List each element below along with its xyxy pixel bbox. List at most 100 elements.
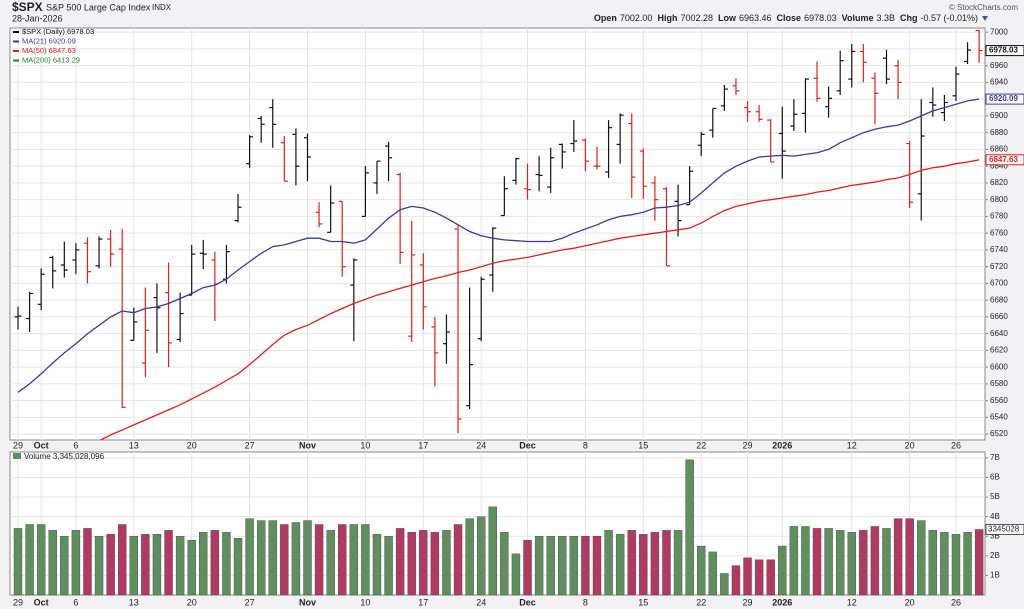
y-tick-label: 5B: [990, 492, 1000, 501]
quote-label: Low: [718, 13, 737, 23]
volume-bar: [720, 573, 729, 596]
volume-bar: [395, 528, 405, 596]
x-tick-label: Dec: [519, 440, 536, 450]
volume-bar: [25, 524, 34, 596]
x-tick-label: 10: [360, 440, 370, 450]
y-tick-label: 6820: [990, 178, 1008, 187]
x-tick-label: Oct: [34, 597, 49, 607]
x-tick-label: 22: [696, 597, 706, 607]
x-tick-label: Oct: [34, 440, 49, 450]
x-tick-label: 10: [360, 597, 370, 607]
volume-bar: [650, 532, 660, 596]
volume-bar: [662, 530, 671, 596]
volume-bar: [407, 532, 416, 596]
y-tick-label: 6560: [990, 396, 1008, 405]
volume-bar: [789, 526, 799, 596]
x-tick-label: 24: [476, 597, 486, 607]
volume-bar: [175, 536, 185, 596]
volume-bar: [917, 520, 926, 596]
volume-bar: [60, 536, 69, 596]
y-tick-label: 6680: [990, 295, 1008, 304]
volume-bar: [592, 536, 602, 596]
y-tick-label: 6620: [990, 346, 1008, 355]
x-tick-label: 12: [847, 597, 857, 607]
x-tick-label: 27: [245, 597, 255, 607]
volume-bar: [604, 530, 613, 596]
volume-bar: [708, 551, 717, 596]
quote-value: 7002.00: [620, 13, 653, 23]
quote-menu[interactable]: [982, 16, 988, 21]
volume-bar: [685, 459, 694, 596]
last-value-box: [985, 523, 1024, 535]
volume-bar: [639, 534, 648, 596]
y-tick-label: 6640: [990, 329, 1008, 338]
volume-bar: [615, 534, 625, 596]
volume-bar: [13, 528, 23, 596]
exchange: INDX: [152, 3, 172, 12]
x-tick-label: 6: [73, 597, 78, 607]
legend-label: MA(200) 6413.29: [22, 55, 80, 64]
last-value-box: [985, 154, 1024, 166]
quote-bar: Open 7002.00 High 7002.28 Low 6963.46 Close 697…: [594, 13, 978, 23]
volume-bar: [280, 524, 289, 596]
copyright: © StockCharts.com: [949, 3, 1018, 12]
volume-bar: [48, 530, 57, 596]
quote-value: 7002.28: [680, 13, 713, 23]
y-tick-label: 7000: [990, 27, 1008, 36]
index-name: S&P 500 Large Cap Index: [46, 2, 151, 12]
volume-bar: [778, 545, 787, 596]
y-tick-label: 6700: [990, 279, 1008, 288]
quote-value: 3.3B: [876, 13, 895, 23]
volume-bar: [210, 530, 220, 596]
x-tick-label: 12: [847, 440, 857, 450]
y-tick-label: 6960: [990, 61, 1008, 70]
last-value-box: [985, 45, 1024, 57]
x-tick-label: 26: [951, 440, 961, 450]
volume-bar: [835, 530, 845, 596]
x-tick-label: 6: [73, 440, 78, 450]
quote-label: Close: [777, 13, 802, 23]
y-tick-label: 4B: [990, 512, 1000, 521]
x-tick-label: 29: [13, 597, 23, 607]
y-tick-label: 6880: [990, 128, 1008, 137]
volume-bar: [453, 524, 463, 596]
y-tick-label: 6600: [990, 362, 1008, 371]
volume-bar: [233, 537, 243, 596]
y-tick-label: 6800: [990, 195, 1008, 204]
y-tick-label: 6740: [990, 245, 1008, 254]
x-tick-label: 29: [743, 440, 753, 450]
y-tick-label: 2B: [990, 551, 1000, 560]
quote-value: 6978.03: [804, 13, 837, 23]
y-tick-label: 6780: [990, 212, 1008, 221]
volume-bar: [974, 529, 984, 596]
volume-bar: [859, 530, 868, 596]
volume-bar: [256, 520, 266, 596]
x-tick-label: 2026: [772, 597, 792, 607]
last-value-label: 6847.63: [989, 155, 1018, 164]
y-tick-label: 6660: [990, 312, 1008, 321]
volume-bar: [187, 539, 196, 596]
x-tick-label: 22: [696, 440, 706, 450]
price-bars: [14, 29, 983, 440]
x-tick-label: 20: [905, 597, 915, 607]
volume-bar: [118, 524, 127, 596]
volume-bar: [477, 516, 486, 596]
x-tick-label: Nov: [299, 597, 316, 607]
x-tick-label: 13: [129, 597, 139, 607]
volume-bar: [349, 524, 359, 596]
volume-bar: [164, 530, 173, 596]
x-tick-label: 15: [638, 440, 648, 450]
y-tick-label: 6520: [990, 429, 1008, 438]
volume-bar: [129, 536, 139, 596]
x-tick-label: 17: [418, 440, 428, 450]
volume-bar: [870, 526, 880, 596]
volume-bar: [199, 532, 208, 596]
quote-label: Open: [594, 13, 617, 23]
y-tick-label: 6720: [990, 262, 1008, 271]
price-panel: [9, 27, 986, 441]
x-tick-label: 20: [187, 597, 197, 607]
y-tick-label: 6940: [990, 78, 1008, 87]
volume-bar: [430, 532, 440, 596]
volume-bar: [141, 534, 150, 596]
volume-bar: [36, 524, 46, 596]
